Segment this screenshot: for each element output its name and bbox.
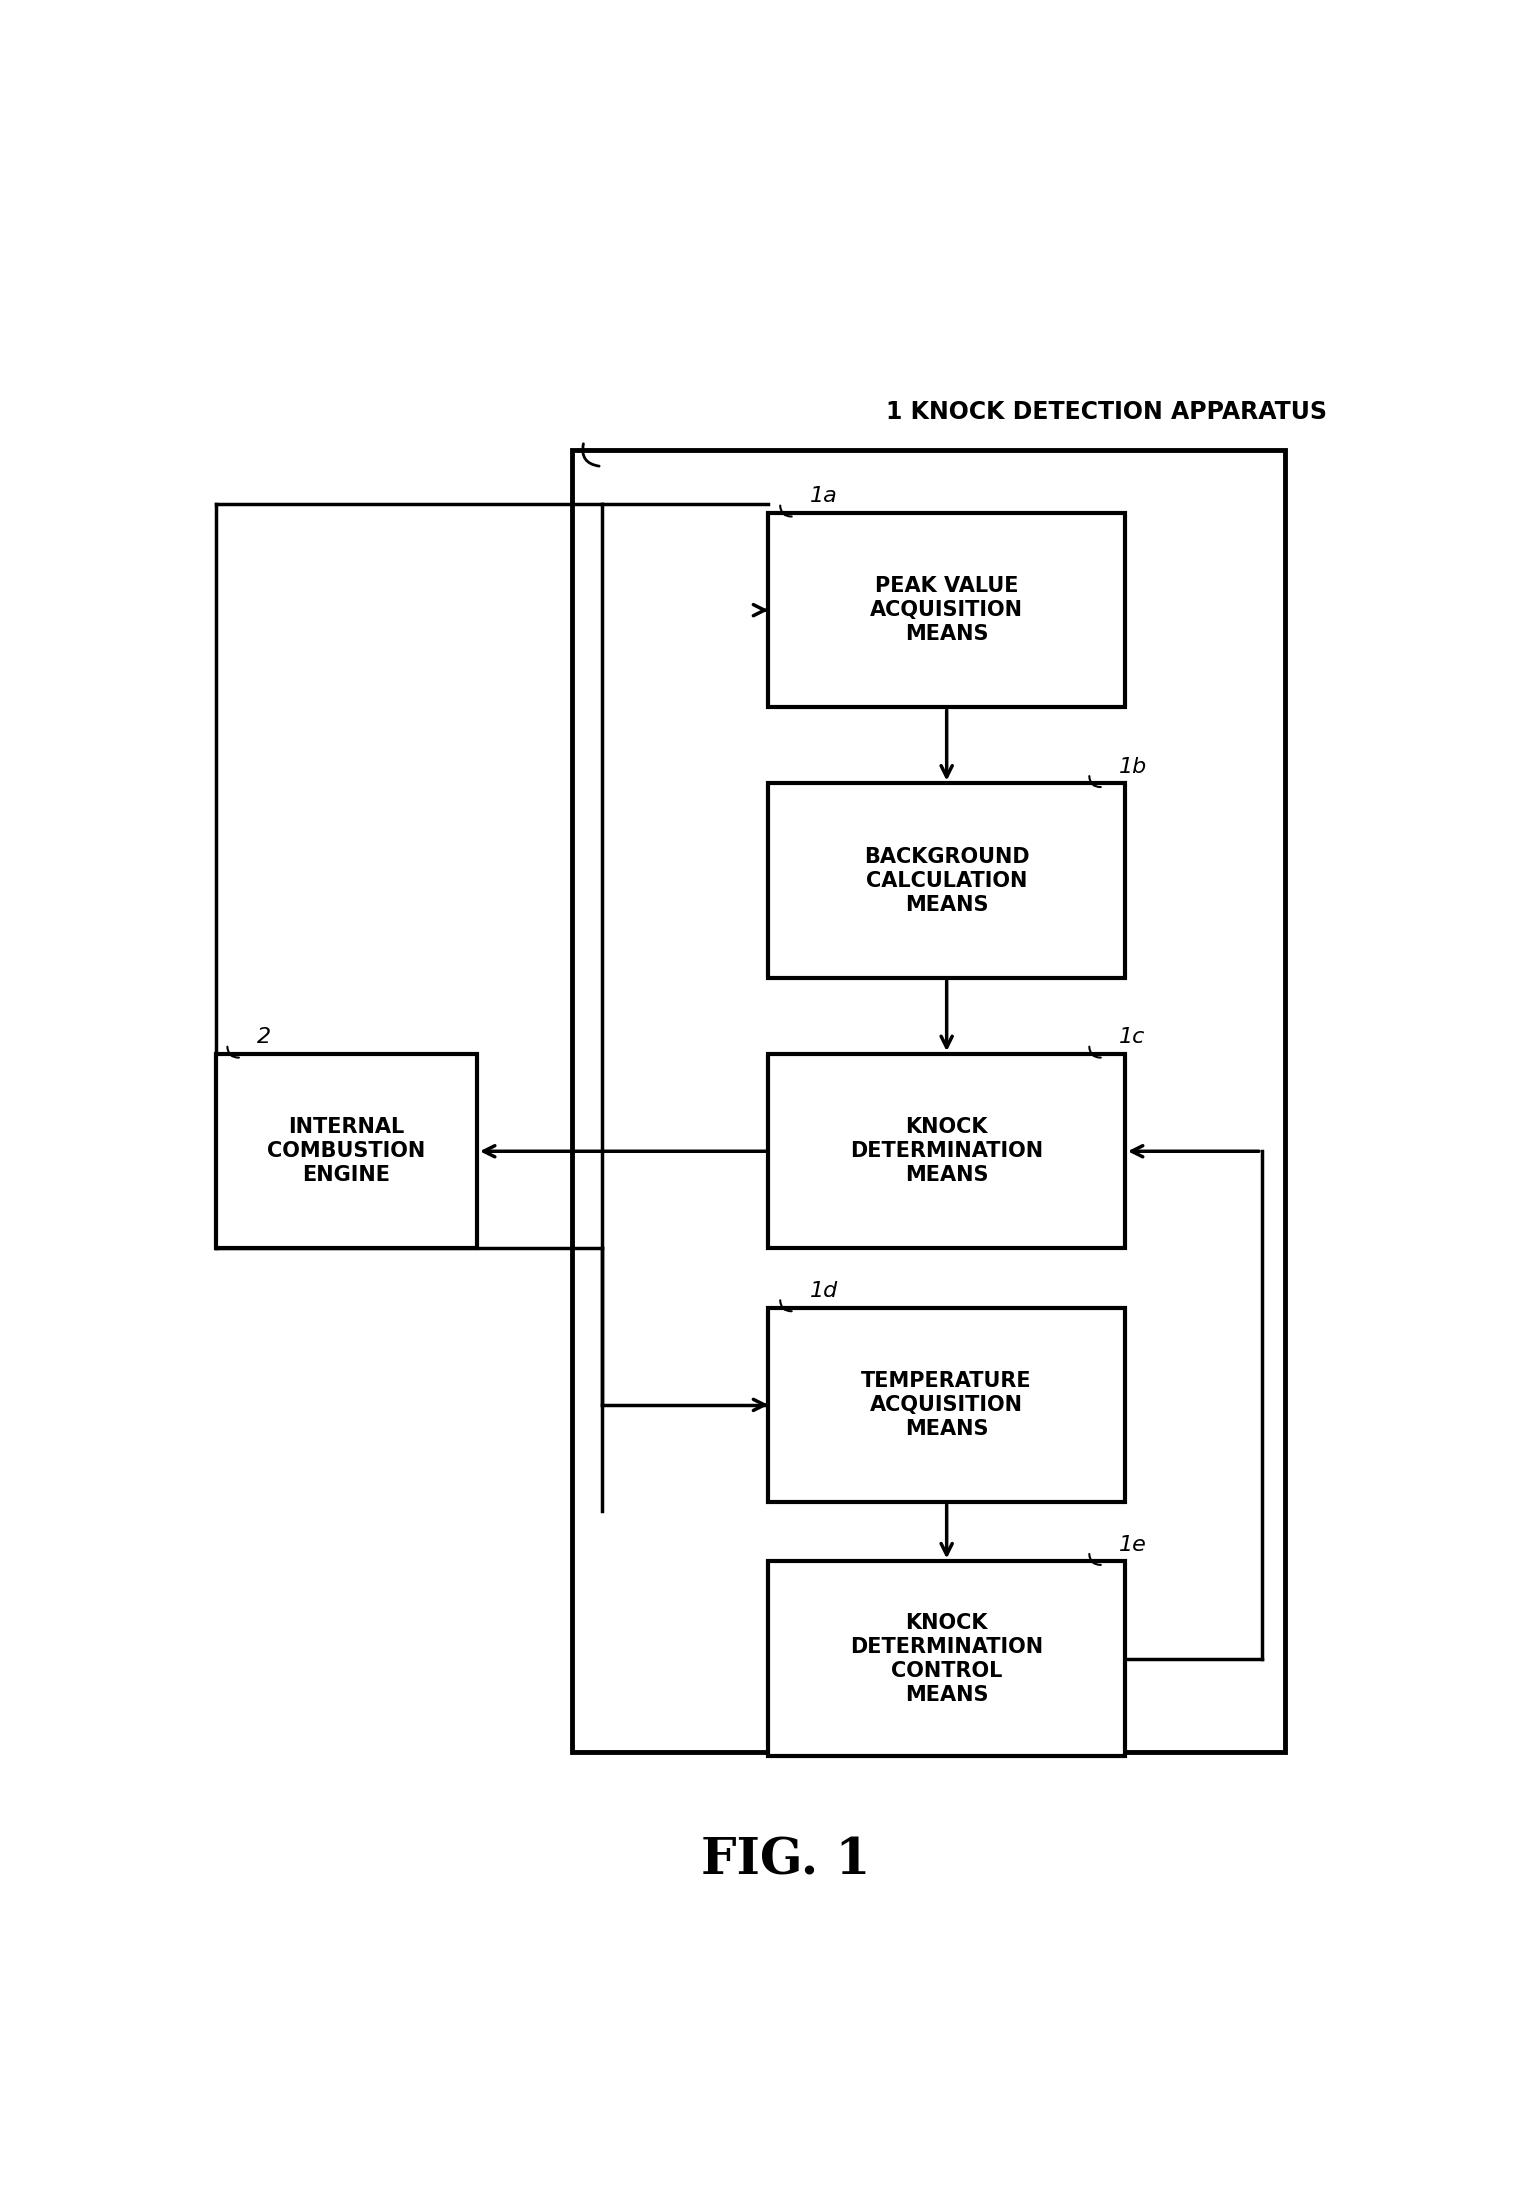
Text: INTERNAL
COMBUSTION
ENGINE: INTERNAL COMBUSTION ENGINE bbox=[267, 1118, 425, 1186]
Text: FIG. 1: FIG. 1 bbox=[701, 1836, 871, 1886]
Bar bbox=[769, 1054, 1124, 1250]
Text: 1c: 1c bbox=[1120, 1028, 1146, 1047]
Text: 1a: 1a bbox=[810, 485, 838, 505]
Text: 1b: 1b bbox=[1120, 758, 1147, 777]
Bar bbox=[769, 514, 1124, 707]
Text: BACKGROUND
CALCULATION
MEANS: BACKGROUND CALCULATION MEANS bbox=[864, 848, 1029, 916]
Text: PEAK VALUE
ACQUISITION
MEANS: PEAK VALUE ACQUISITION MEANS bbox=[870, 575, 1023, 643]
Text: 1e: 1e bbox=[1120, 1535, 1147, 1555]
Text: KNOCK
DETERMINATION
MEANS: KNOCK DETERMINATION MEANS bbox=[850, 1118, 1043, 1186]
Text: 1d: 1d bbox=[810, 1280, 838, 1300]
Bar bbox=[769, 1561, 1124, 1757]
Bar bbox=[572, 450, 1285, 1752]
Text: 1 KNOCK DETECTION APPARATUS: 1 KNOCK DETECTION APPARATUS bbox=[887, 400, 1327, 424]
Text: 2: 2 bbox=[258, 1028, 272, 1047]
Bar bbox=[215, 1054, 477, 1250]
Text: KNOCK
DETERMINATION
CONTROL
MEANS: KNOCK DETERMINATION CONTROL MEANS bbox=[850, 1612, 1043, 1704]
Bar bbox=[769, 1307, 1124, 1502]
Bar bbox=[769, 784, 1124, 977]
Text: TEMPERATURE
ACQUISITION
MEANS: TEMPERATURE ACQUISITION MEANS bbox=[862, 1370, 1032, 1438]
